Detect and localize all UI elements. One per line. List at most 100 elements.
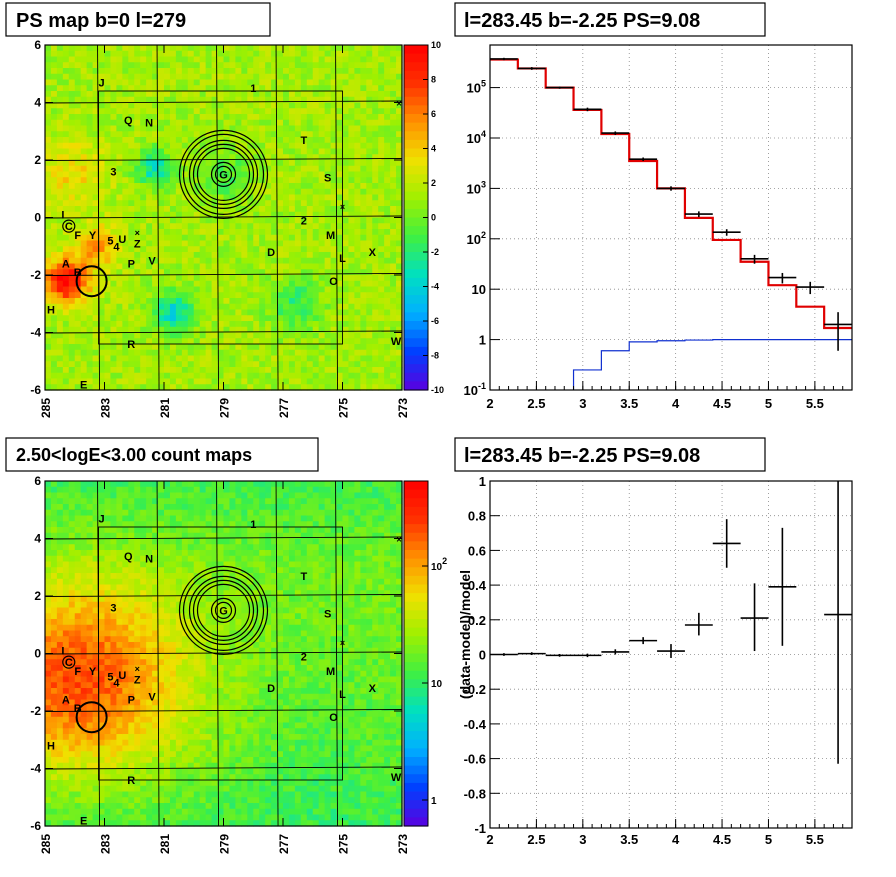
heatmap-cell — [116, 740, 123, 746]
heatmap-cell — [378, 246, 385, 252]
heatmap-cell — [235, 218, 242, 224]
heatmap-cell — [360, 367, 367, 373]
heatmap-cell — [146, 769, 153, 775]
heatmap-cell — [69, 195, 76, 201]
heatmap-cell — [176, 206, 183, 212]
colorbar-cell — [404, 330, 428, 339]
heatmap-cell — [128, 809, 135, 815]
heatmap-cell — [140, 585, 147, 591]
heatmap-cell — [81, 103, 88, 109]
heatmap-cell — [81, 619, 88, 625]
heatmap-cell — [218, 298, 225, 304]
heatmap-cell — [283, 269, 290, 275]
heatmap-cell — [140, 68, 147, 74]
heatmap-cell — [348, 126, 355, 132]
heatmap-cell — [140, 728, 147, 734]
heatmap-cell — [277, 74, 284, 80]
heatmap-cell — [170, 356, 177, 362]
heatmap-cell — [45, 579, 52, 585]
heatmap-cell — [325, 333, 332, 339]
heatmap-cell — [176, 229, 183, 235]
heatmap-cell — [277, 126, 284, 132]
heatmap-cell — [51, 143, 58, 149]
heatmap-cell — [343, 235, 350, 241]
heatmap-cell — [170, 281, 177, 287]
heatmap-cell — [128, 356, 135, 362]
heatmap-cell — [247, 361, 254, 367]
heatmap-cell — [45, 57, 52, 63]
heatmap-cell — [116, 367, 123, 373]
heatmap-cell — [170, 235, 177, 241]
heatmap-cell — [354, 292, 361, 298]
heatmap-cell — [99, 91, 106, 97]
heatmap-cell — [206, 350, 213, 356]
heatmap-cell — [235, 80, 242, 86]
heatmap-cell — [265, 45, 272, 51]
heatmap-cell — [366, 91, 373, 97]
heatmap-cell — [283, 103, 290, 109]
heatmap-cell — [384, 258, 391, 264]
heatmap-cell — [116, 487, 123, 493]
heatmap-cell — [271, 361, 278, 367]
heatmap-cell — [51, 114, 58, 120]
y-tick-label: 103 — [467, 179, 486, 196]
heatmap-cell — [128, 792, 135, 798]
heatmap-cell — [277, 252, 284, 258]
heatmap-cell — [360, 373, 367, 379]
heatmap-cell — [51, 45, 58, 51]
heatmap-cell — [206, 321, 213, 327]
heatmap-cell — [259, 367, 266, 373]
heatmap-cell — [325, 68, 332, 74]
heatmap-cell — [170, 114, 177, 120]
heatmap-cell — [93, 792, 100, 798]
heatmap-cell — [229, 315, 236, 321]
heatmap-cell — [99, 688, 106, 694]
heatmap-cell — [51, 510, 58, 516]
heatmap-cell — [301, 264, 308, 270]
heatmap-cell — [152, 350, 159, 356]
heatmap-cell — [152, 62, 159, 68]
heatmap-cell — [75, 327, 82, 333]
heatmap-cell — [69, 636, 76, 642]
heatmap-cell — [170, 241, 177, 247]
heatmap-cell — [140, 700, 147, 706]
heatmap-cell — [331, 292, 338, 298]
heatmap-cell — [75, 137, 82, 143]
source-label: Q — [124, 115, 133, 127]
heatmap-cell — [146, 195, 153, 201]
heatmap-cell — [57, 361, 64, 367]
heatmap-cell — [110, 97, 117, 103]
heatmap-cell — [164, 367, 171, 373]
heatmap-cell — [283, 120, 290, 126]
colorbar-cell — [404, 157, 428, 166]
heatmap-cell — [134, 619, 141, 625]
heatmap-cell — [182, 344, 189, 350]
heatmap-cell — [128, 281, 135, 287]
heatmap-cell — [212, 246, 219, 252]
heatmap-cell — [295, 379, 302, 385]
heatmap-cell — [182, 103, 189, 109]
heatmap-cell — [384, 172, 391, 178]
heatmap-cell — [390, 137, 397, 143]
heatmap-cell — [105, 665, 112, 671]
heatmap-cell — [289, 212, 296, 218]
heatmap-cell — [110, 195, 117, 201]
heatmap-cell — [176, 80, 183, 86]
heatmap-cell — [87, 333, 94, 339]
heatmap-cell — [45, 717, 52, 723]
heatmap-cell — [360, 315, 367, 321]
heatmap-cell — [378, 143, 385, 149]
heatmap-cell — [354, 298, 361, 304]
heatmap-cell — [360, 235, 367, 241]
heatmap-cell — [241, 108, 248, 114]
heatmap-cell — [265, 195, 272, 201]
heatmap-cell — [360, 361, 367, 367]
heatmap-cell — [271, 62, 278, 68]
heatmap-cell — [265, 57, 272, 63]
heatmap-cell — [307, 275, 314, 281]
heatmap-cell — [99, 166, 106, 172]
heatmap-cell — [128, 573, 135, 579]
heatmap-cell — [170, 103, 177, 109]
heatmap-cell — [57, 68, 64, 74]
heatmap-cell — [319, 80, 326, 86]
